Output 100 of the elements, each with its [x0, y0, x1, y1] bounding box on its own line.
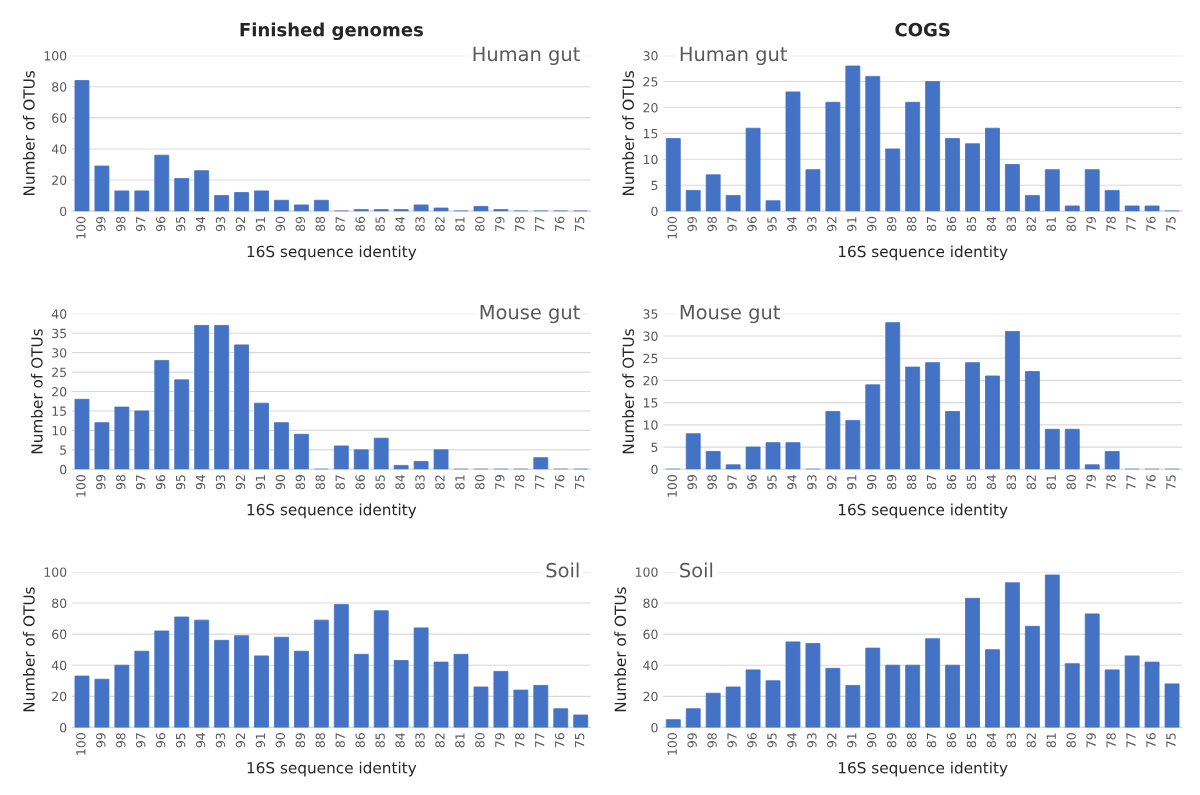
x-tick-label: 91 [255, 217, 266, 232]
y-tick-label: 10 [643, 420, 658, 430]
x-tick-label: 93 [807, 217, 817, 232]
x-tick-label: 96 [747, 474, 757, 490]
x-tick-label: 88 [315, 733, 325, 748]
y-tick-label: 0 [651, 464, 658, 475]
x-tick-label: 79 [1086, 475, 1096, 490]
y-tick-label: 15 [643, 129, 658, 139]
x-tick-label: 79 [1086, 216, 1096, 231]
x-tick-label: 76 [554, 474, 565, 490]
x-tick-label: 91 [847, 475, 857, 490]
x-tick-label: 90 [275, 733, 286, 748]
x-tick-label: 89 [295, 733, 306, 748]
chart-subtitle: Human gut [680, 46, 787, 66]
x-tick-label: 77 [535, 475, 545, 490]
x-tick-label: 78 [515, 733, 525, 748]
y-tick-label: 100 [44, 51, 67, 61]
x-tick-label: 82 [435, 733, 445, 748]
x-axis-title: 16S sequence identity [838, 761, 1008, 777]
x-tick-label: 79 [495, 475, 505, 490]
x-tick-label: 93 [807, 475, 817, 490]
x-tick-label: 78 [515, 475, 525, 490]
x-tick-label: 96 [155, 216, 166, 232]
x-tick-label: 98 [707, 216, 717, 232]
x-tick-label: 91 [847, 733, 857, 748]
y-tick-label: 10 [52, 425, 67, 436]
y-tick-label: 25 [52, 367, 67, 378]
x-tick-label: 92 [827, 217, 837, 232]
x-tick-label: 97 [727, 217, 737, 232]
x-tick-label: 86 [355, 733, 365, 748]
x-tick-label: 75 [1166, 217, 1176, 231]
y-tick-label: 80 [643, 598, 658, 608]
x-tick-label: 95 [175, 217, 186, 232]
x-tick-label: 83 [415, 475, 425, 490]
x-tick-label: 78 [1106, 216, 1116, 231]
x-tick-label: 93 [215, 475, 226, 490]
x-tick-label: 97 [136, 733, 146, 748]
x-tick-label: 94 [787, 216, 797, 232]
y-tick-label: 100 [44, 567, 67, 577]
x-tick-label: 93 [807, 733, 817, 748]
x-tick-label: 82 [1026, 733, 1036, 748]
x-tick-label: 91 [847, 217, 857, 232]
x-axis-title: 16S sequence identity [247, 761, 417, 777]
x-tick-label: 84 [395, 216, 405, 232]
x-tick-label: 95 [175, 733, 186, 748]
x-tick-label: 84 [986, 732, 997, 748]
x-tick-label: 98 [116, 216, 126, 232]
x-tick-label: 98 [116, 733, 126, 748]
x-tick-label: 89 [295, 216, 306, 232]
x-tick-label: 99 [96, 733, 106, 748]
x-tick-label: 78 [515, 216, 525, 231]
x-tick-label: 81 [1046, 217, 1056, 232]
x-tick-label: 75 [575, 475, 585, 490]
y-tick-label: 80 [52, 598, 67, 608]
x-tick-label: 83 [1006, 217, 1017, 232]
x-tick-label: 100 [76, 474, 86, 497]
y-tick-label: 10 [643, 154, 658, 165]
x-tick-label: 87 [926, 217, 937, 232]
x-tick-label: 94 [787, 732, 797, 748]
x-tick-label: 80 [475, 216, 485, 232]
x-tick-label: 88 [315, 216, 325, 232]
x-tick-label: 89 [886, 216, 897, 232]
x-tick-label: 98 [116, 475, 126, 490]
x-tick-label: 93 [215, 733, 226, 748]
x-tick-label: 75 [1166, 475, 1176, 490]
y-tick-label: 40 [51, 660, 67, 671]
chart-subtitle: Mouse gut [680, 304, 780, 324]
y-tick-label: 20 [643, 102, 658, 113]
x-tick-label: 100 [667, 474, 677, 497]
y-tick-label: 0 [60, 722, 67, 733]
x-tick-label: 95 [175, 475, 186, 490]
y-tick-label: 20 [643, 691, 658, 702]
x-tick-label: 81 [1046, 733, 1056, 748]
x-tick-label: 96 [155, 474, 166, 490]
y-tick-label: 5 [651, 442, 658, 452]
x-tick-label: 97 [727, 475, 737, 490]
y-tick-label: 0 [651, 206, 658, 217]
y-tick-label: 5 [60, 445, 67, 455]
x-tick-label: 87 [335, 733, 345, 748]
x-tick-label: 87 [335, 217, 345, 232]
y-tick-label: 60 [52, 113, 67, 123]
x-tick-label: 85 [966, 217, 977, 232]
x-tick-label: 94 [195, 216, 206, 232]
x-tick-label: 87 [335, 475, 345, 490]
y-tick-label: 20 [52, 387, 67, 397]
y-tick-label: 25 [643, 353, 658, 364]
x-axis-title: 16S sequence identity [247, 503, 417, 519]
chart-subtitle: Soil [680, 562, 713, 578]
x-tick-label: 98 [707, 733, 717, 748]
x-tick-label: 92 [235, 217, 246, 232]
x-tick-label: 90 [866, 216, 877, 232]
x-tick-label: 80 [1066, 474, 1076, 490]
x-tick-label: 85 [375, 733, 385, 748]
y-tick-label: 35 [52, 328, 67, 339]
x-tick-label: 86 [355, 474, 365, 490]
x-tick-label: 84 [986, 216, 997, 232]
y-tick-label: 0 [60, 464, 67, 475]
x-tick-label: 77 [1126, 475, 1136, 490]
x-tick-label: 100 [76, 216, 86, 239]
x-tick-label: 97 [136, 217, 146, 232]
